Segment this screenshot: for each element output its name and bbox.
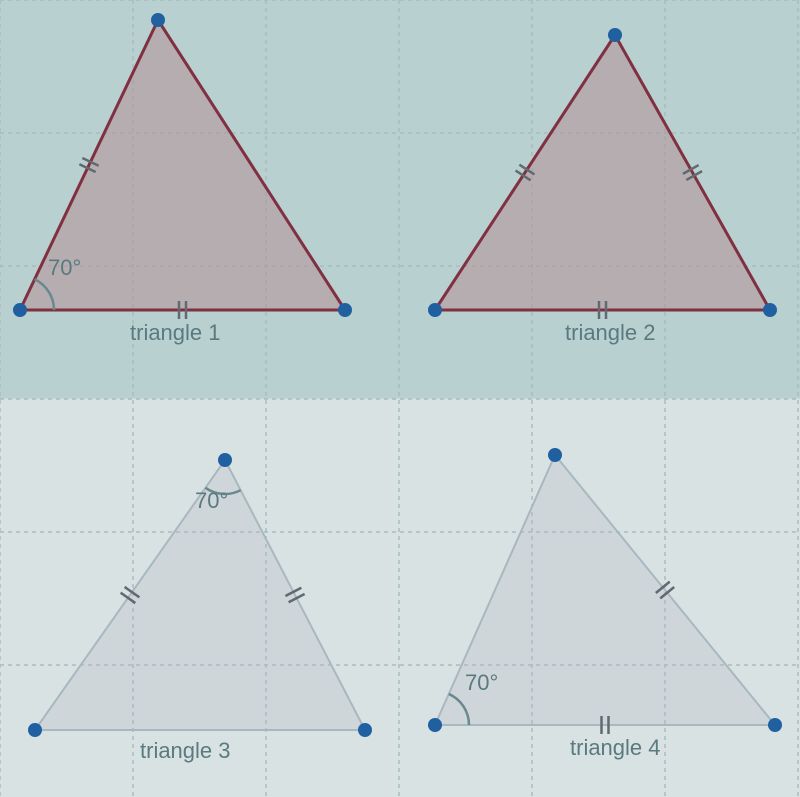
angle-label: 70° xyxy=(465,670,498,696)
triangle-t2: triangle 2 xyxy=(405,20,800,360)
triangle-t1: triangle 1 70° xyxy=(0,0,380,360)
angle-label: 70° xyxy=(195,488,228,514)
triangle-caption: triangle 3 xyxy=(140,738,231,764)
angle-label: 70° xyxy=(48,255,81,281)
triangle-caption: triangle 2 xyxy=(565,320,656,346)
triangle-caption: triangle 4 xyxy=(570,735,661,761)
triangle-t3: triangle 3 70° xyxy=(20,440,390,770)
triangle-t4: triangle 4 70° xyxy=(415,435,800,770)
triangle-caption: triangle 1 xyxy=(130,320,221,346)
